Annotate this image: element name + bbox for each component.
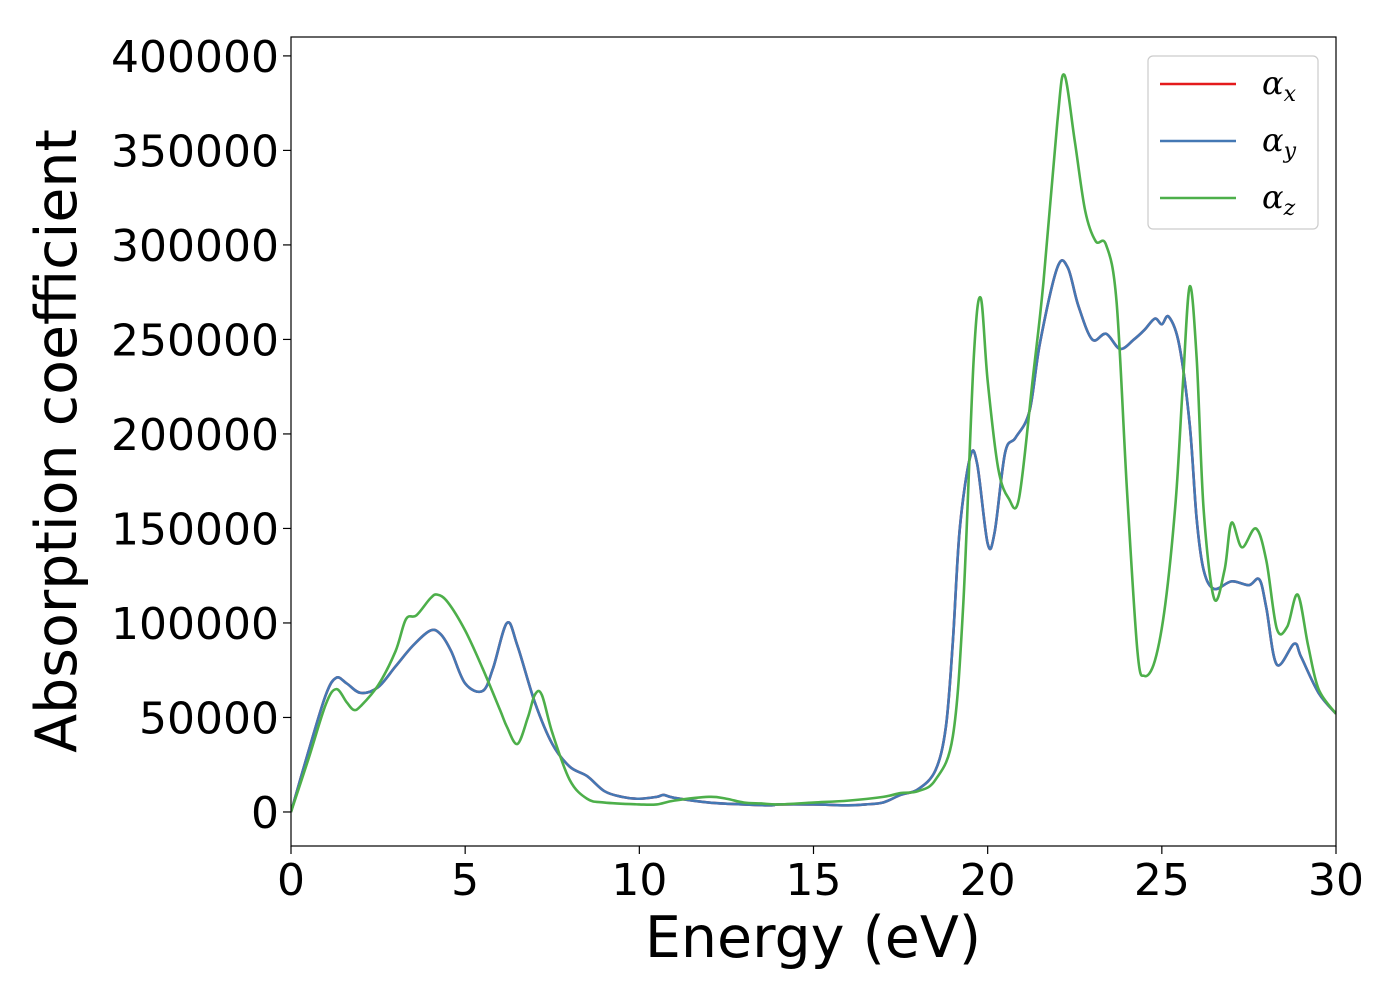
y-tick-label: 0 <box>251 788 279 839</box>
y-axis-label: Absorption coefficient <box>24 129 90 753</box>
series-line-alpha-z <box>291 73 1336 813</box>
y-tick-label: 100000 <box>111 599 279 650</box>
y-tick-label: 250000 <box>111 315 279 366</box>
legend-box <box>1147 55 1319 230</box>
y-axis-ticks: 0 50000 100000 150000 200000 250000 300000 3500… <box>111 32 291 839</box>
x-tick-label: 10 <box>611 855 667 906</box>
x-tick-label: 5 <box>451 855 479 906</box>
y-tick-label: 400000 <box>111 32 279 83</box>
x-tick-label: 20 <box>960 855 1016 906</box>
y-tick-label: 150000 <box>111 504 279 555</box>
x-tick-label: 0 <box>277 855 305 906</box>
x-axis-label: Energy (eV) <box>645 905 981 971</box>
y-tick-label: 350000 <box>111 126 279 177</box>
x-axis-ticks: 0 5 10 15 20 25 30 <box>277 846 1364 906</box>
series-line-alpha-y <box>291 259 1336 813</box>
x-tick-label: 15 <box>786 855 842 906</box>
y-tick-label: 300000 <box>111 221 279 272</box>
y-tick-label: 200000 <box>111 410 279 461</box>
x-tick-label: 25 <box>1134 855 1190 906</box>
y-tick-label: 50000 <box>139 693 279 744</box>
x-tick-label: 30 <box>1308 855 1364 906</box>
